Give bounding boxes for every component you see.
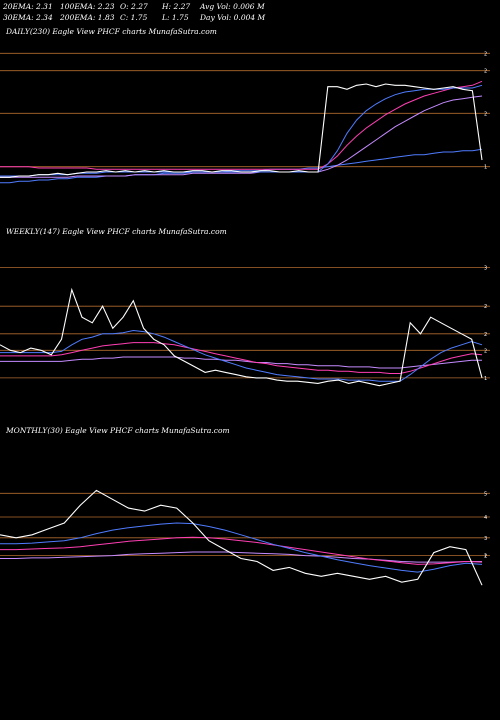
monthly-chart-panel: 5 4 3 21 [0,489,490,586]
ema-20-line [0,329,483,382]
y-tick-label: 2 [484,332,487,338]
stat-open: O: 2.27 [120,2,148,11]
stat-high: H: 2.27 [161,2,190,11]
y-tick-label: 2 [484,348,487,354]
daily-panel-title: DAILY(230) Eagle View PHCF charts Munafa… [5,27,217,36]
y-tick-label: 3 [484,536,487,542]
stat-20ema: 20EMA: 2.31 [2,2,53,11]
price-line [0,489,483,586]
y-tick-label: 1 [484,376,487,382]
ema-20-line [0,522,483,573]
stat-low: L: 1.75 [161,13,189,22]
y-tick-label: 1 [484,554,487,560]
y-tick-label: 2 [484,51,487,57]
daily-chart-panel: 2 2 2 1 [0,51,490,184]
ema-100-line [0,95,483,178]
ema-30-line [0,536,483,565]
monthly-panel-title: MONTHLY(30) Eagle View PHCF charts Munaf… [5,426,230,435]
stat-100ema: 100EMA: 2.23 [60,2,115,11]
y-tick-label: 2 [484,554,487,560]
y-tick-label: 2 [484,304,487,310]
stat-avg-vol: Avg Vol: 0.006 M [199,2,265,11]
y-tick-label: 2 [484,111,487,117]
ema-100-line [0,356,482,369]
price-line [0,83,483,178]
ema-30-line [0,80,483,170]
y-tick-label: 5 [484,491,487,497]
ema-200-line [0,148,483,184]
y-tick-label: 4 [484,515,487,521]
stat-close: C: 1.75 [120,13,148,22]
weekly-chart-panel: 3 2 2 2 1 [0,266,490,387]
y-tick-label: 1 [484,165,487,171]
ema-100-line [0,551,482,563]
y-tick-label: 2 [484,69,487,75]
y-tick-label: 3 [484,266,487,272]
stat-30ema: 30EMA: 2.34 [3,13,53,22]
header-stats: 20EMA: 2.31 100EMA: 2.23 O: 2.27 H: 2.27… [2,2,266,22]
price-line [0,287,483,387]
weekly-panel-title: WEEKLY(147) Eagle View PHCF charts Munaf… [6,227,227,236]
stat-day-vol: Day Vol: 0.004 M [199,13,266,22]
stat-200ema: 200EMA: 1.83 [59,13,115,22]
